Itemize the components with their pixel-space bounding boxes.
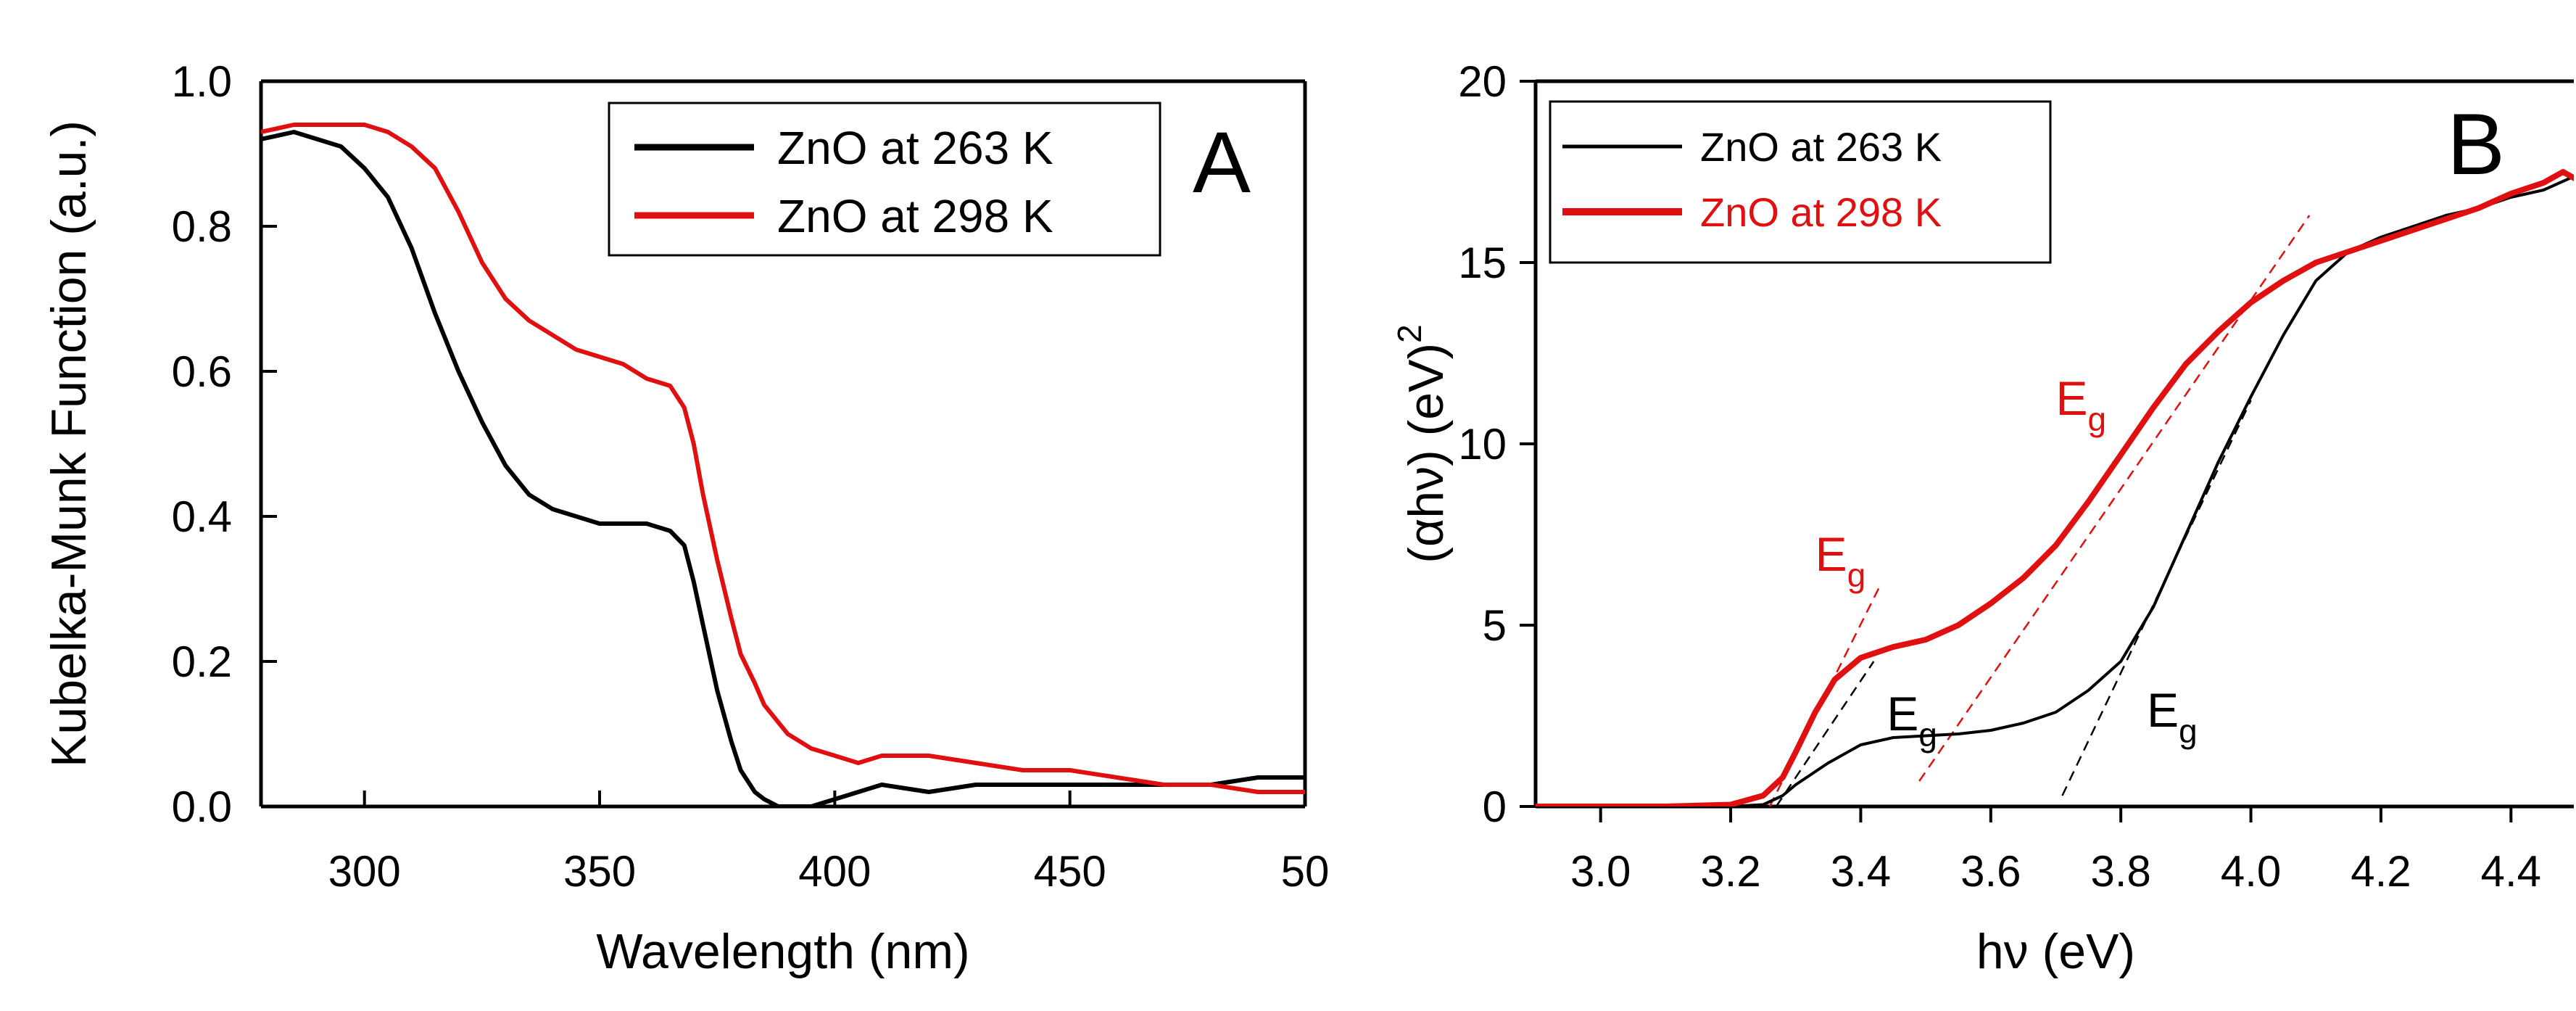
plot-area xyxy=(261,123,1305,806)
eg-annotation-main: E xyxy=(1815,527,1847,581)
y-tick-label: 0.4 xyxy=(172,492,232,541)
y-axis-label: Kubelka-Munk Function (a.u.) xyxy=(41,120,96,767)
y-tick-label: 20 xyxy=(1458,57,1507,106)
x-tick-label: 4.4 xyxy=(2481,847,2541,896)
legend-entry: ZnO at 263 K xyxy=(1700,124,1942,170)
legend: ZnO at 263 K ZnO at 298 K xyxy=(1549,100,2052,264)
x-tick-label: 3.0 xyxy=(1570,847,1631,896)
y-tick-label: 0 xyxy=(1483,783,1507,831)
panel-a: 300 350 400 450 50 0.0 0.2 0.4 0.6 0.8 1.0 Waveleng… xyxy=(41,57,1329,979)
eg-annotation: Eg xyxy=(1887,687,1937,754)
panel-b: 3.0 3.2 3.4 3.6 3.8 4.0 4.2 4.4 0 5 10 15 20 hν (eV) (… xyxy=(1391,57,2574,979)
series-line-298k xyxy=(1536,169,2574,806)
eg-annotation: Eg xyxy=(2056,371,2107,438)
y-tick-label: 0.2 xyxy=(172,637,232,686)
x-tick-label: 3.8 xyxy=(2090,847,2150,896)
panel-label: A xyxy=(1193,114,1251,211)
x-tick-label: 300 xyxy=(328,847,401,896)
y-tick-label: 0.6 xyxy=(172,347,232,396)
x-tick-label: 3.2 xyxy=(1700,847,1760,896)
x-axis-label: hν (eV) xyxy=(1976,924,2135,979)
x-axis-label: Wavelength (nm) xyxy=(596,924,969,979)
eg-annotation: Eg xyxy=(2147,683,2198,750)
legend-box xyxy=(1549,100,2052,264)
y-tick-label: 1.0 xyxy=(172,57,232,106)
y-tick-label: 5 xyxy=(1483,601,1507,650)
panel-label: B xyxy=(2447,96,2505,193)
legend: ZnO at 263 K ZnO at 298 K xyxy=(608,102,1161,257)
x-tick-label: 400 xyxy=(798,847,871,896)
y-axis-label: (αhν) (eV)2 xyxy=(1391,324,1454,563)
legend-entry: ZnO at 298 K xyxy=(777,190,1053,242)
x-tick-label: 450 xyxy=(1034,847,1106,896)
bandgap-fit-line xyxy=(1775,661,1875,806)
x-tick-label: 4.2 xyxy=(2351,847,2411,896)
eg-annotation-sub: g xyxy=(2088,400,2107,438)
plot-area xyxy=(1536,169,2574,806)
x-tick-label: 50 xyxy=(1281,847,1330,896)
eg-annotation-main: E xyxy=(2056,371,2088,425)
y-axis-label-superscript: 2 xyxy=(1391,324,1428,343)
legend-entry: ZnO at 298 K xyxy=(1700,189,1942,235)
legend-box xyxy=(608,102,1161,257)
eg-annotation-main: E xyxy=(2147,683,2179,737)
x-tick-label: 3.6 xyxy=(1960,847,2021,896)
x-tick-label: 3.4 xyxy=(1831,847,1891,896)
y-tick-label: 10 xyxy=(1458,420,1507,469)
eg-annotation-main: E xyxy=(1887,687,1918,740)
eg-annotation: Eg xyxy=(1815,527,1866,594)
legend-entry: ZnO at 263 K xyxy=(777,122,1053,174)
x-tick-label: 350 xyxy=(563,847,636,896)
y-tick-label: 15 xyxy=(1458,239,1507,287)
eg-annotation-sub: g xyxy=(1847,556,1866,594)
eg-annotation-sub: g xyxy=(2179,712,2198,750)
series-line-263k xyxy=(261,130,1305,806)
eg-annotation-sub: g xyxy=(1918,716,1937,754)
series-line-298k xyxy=(261,123,1305,794)
series-line-263k xyxy=(1536,175,2574,806)
x-tick-label: 4.0 xyxy=(2221,847,2281,896)
y-tick-label: 0.8 xyxy=(172,202,232,251)
y-axis-label-main: (αhν) (eV) xyxy=(1399,343,1454,564)
y-tick-label: 0.0 xyxy=(172,783,232,831)
